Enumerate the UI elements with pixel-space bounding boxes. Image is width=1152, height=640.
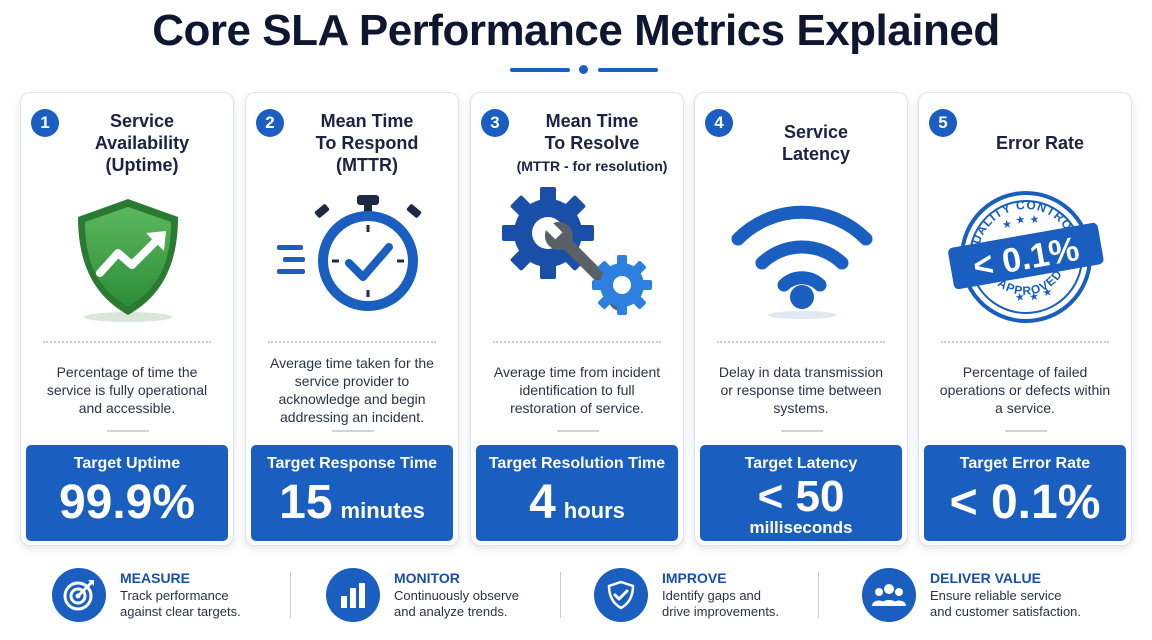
quality-stamp-icon: QUALITY CONTROL APPROVED ★ ★ ★ ★ ★ ★ < 0… (946, 187, 1106, 327)
card-separator (1005, 430, 1047, 432)
target-label: Target Response Time (266, 455, 438, 472)
metric-card-resolution: 3 Mean Time To Resolve (MTTR - for resol… (470, 92, 684, 546)
target-label: Target Uptime (73, 455, 181, 472)
bar-chart-icon (326, 568, 380, 622)
card-title: Mean Time To Respond (MTTR) (315, 111, 419, 175)
footer-separator (290, 572, 291, 618)
footer-title: MONITOR (394, 570, 460, 586)
card-title: Error Rate (995, 133, 1085, 153)
footer-text: Ensure reliable service and customer sati… (930, 588, 1082, 619)
metric-cards: 1 Service Availability (Uptime) Percenta… (20, 92, 1132, 546)
target-value: 15 (279, 476, 333, 529)
footer-title: IMPROVE (662, 570, 727, 586)
metric-card-uptime: 1 Service Availability (Uptime) Percenta… (20, 92, 234, 546)
footer-text: Continuously observe and analyze trends. (394, 588, 520, 619)
svg-text:★: ★ (1014, 291, 1026, 305)
footer-item-deliver-value: DELIVER VALUE Ensure reliable service and… (862, 568, 1112, 624)
people-icon (862, 568, 916, 622)
footer-title: DELIVER VALUE (930, 570, 1041, 586)
target-unit: milliseconds (749, 518, 853, 537)
card-number-badge: 2 (256, 109, 284, 137)
shield-trend-icon (48, 187, 208, 327)
metric-card-error-rate: 5 Error Rate QUALITY CONTROL APPROVED (918, 92, 1132, 546)
svg-text:★: ★ (1015, 214, 1027, 228)
footer-principles: MEASURE Track performance against clear t… (0, 560, 1152, 632)
target-panel: Target Response Time 15 minutes (251, 445, 453, 541)
card-separator (332, 430, 374, 432)
stopwatch-icon (273, 187, 433, 327)
target-panel: Target Latency < 50 milliseconds (700, 445, 902, 541)
card-number-badge: 4 (705, 109, 733, 137)
target-value: 99.9% (58, 476, 196, 529)
svg-text:★: ★ (1042, 286, 1054, 300)
card-divider (717, 341, 885, 343)
svg-text:★: ★ (1028, 290, 1040, 304)
footer-item-improve: IMPROVE Identify gaps and drive improveme… (594, 568, 814, 624)
target-unit: minutes (340, 498, 425, 523)
shield-check-icon (594, 568, 648, 622)
target-panel: Target Resolution Time 4 hours (476, 445, 678, 541)
target-icon (52, 568, 106, 622)
wifi-icon (722, 187, 882, 327)
footer-item-monitor: MONITOR Continuously observe and analyze … (326, 568, 546, 624)
footer-text: Identify gaps and drive improvements. (662, 588, 780, 619)
target-value: < 50 (757, 472, 845, 521)
title-decoration (510, 64, 658, 76)
card-number-badge: 1 (31, 109, 59, 137)
svg-text:< 0.1%: < 0.1% (970, 230, 1082, 286)
target-panel: Target Error Rate < 0.1% (924, 445, 1126, 541)
footer-text: Track performance against clear targets. (120, 588, 241, 619)
footer-title: MEASURE (120, 570, 191, 586)
card-separator (107, 430, 149, 432)
card-divider (43, 341, 211, 343)
card-separator (781, 430, 823, 432)
metric-card-latency: 4 Service Latency Delay in data transmis… (694, 92, 908, 546)
card-divider (941, 341, 1109, 343)
gears-wrench-icon (498, 187, 658, 327)
card-number-badge: 5 (929, 109, 957, 137)
card-description: Delay in data transmission or response t… (718, 364, 884, 416)
footer-separator (818, 572, 819, 618)
card-description: Percentage of time the service is fully … (46, 364, 208, 416)
footer-separator (560, 572, 561, 618)
card-title: Service Availability (Uptime) (94, 111, 190, 175)
target-label: Target Latency (744, 455, 858, 472)
svg-text:★: ★ (1029, 213, 1041, 227)
card-separator (557, 430, 599, 432)
card-divider (493, 341, 661, 343)
card-description: Average time from incident identificatio… (493, 364, 661, 416)
footer-item-measure: MEASURE Track performance against clear t… (52, 568, 282, 624)
card-number-badge: 3 (481, 109, 509, 137)
target-panel: Target Uptime 99.9% (26, 445, 228, 541)
card-description: Average time taken for the service provi… (270, 355, 434, 425)
card-title: Mean Time To Resolve (MTTR - for resolut… (516, 111, 668, 174)
svg-text:★: ★ (1001, 218, 1013, 232)
metric-card-response: 2 Mean Time To Respond (MTTR) (245, 92, 459, 546)
card-title: Service Latency (781, 122, 851, 164)
target-unit: hours (563, 498, 625, 523)
card-divider (268, 341, 436, 343)
target-label: Target Resolution Time (488, 455, 666, 472)
target-value: 4 (529, 476, 556, 529)
page-title: Core SLA Performance Metrics Explained (152, 6, 1000, 55)
target-label: Target Error Rate (959, 455, 1091, 472)
target-value: < 0.1% (949, 476, 1101, 529)
card-description: Percentage of failed operations or defec… (939, 364, 1111, 416)
